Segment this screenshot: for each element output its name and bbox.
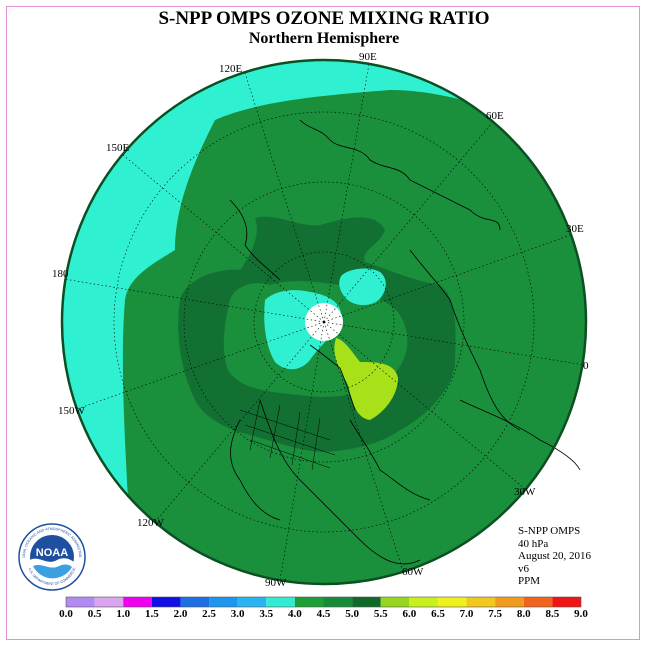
latitude-circles <box>113 111 535 533</box>
lon-label-90e: 90E <box>359 51 377 63</box>
lon-label-60e: 60E <box>486 110 504 122</box>
info-level: 40 hPa <box>518 537 549 550</box>
colorbar-swatch <box>409 597 438 607</box>
lon-label-30w: 30W <box>514 486 536 498</box>
colorbar-tick-label: 7.0 <box>459 608 474 620</box>
colorbar-swatch <box>466 597 496 607</box>
colorbar-swatch <box>180 597 210 607</box>
colorbar-tick-label: 4.0 <box>288 608 302 620</box>
colorbar-tick-label: 1.0 <box>116 608 131 620</box>
figure-frame <box>6 6 640 640</box>
colorbar-tick-label: 3.5 <box>259 608 274 620</box>
colorbar-tick-label: 8.5 <box>545 608 560 620</box>
meridians <box>63 63 585 581</box>
info-version: v6 <box>518 562 529 575</box>
colorbar-swatch <box>294 597 324 607</box>
lon-label-120w: 120W <box>137 517 164 529</box>
colorbar-tick-label: 2.5 <box>202 608 216 620</box>
colorbar-tick-label: 0.5 <box>87 608 102 620</box>
logo-text: NOAA <box>36 547 68 559</box>
colorbar-swatch <box>523 597 553 607</box>
map-subtitle: Northern Hemisphere <box>248 30 400 47</box>
map-title: S-NPP OMPS OZONE MIXING RATIO <box>158 8 490 29</box>
colorbar-tick-label: 6.5 <box>431 608 445 620</box>
lon-label-150e: 150E <box>106 142 130 154</box>
colorbar-tick-label: 2.0 <box>173 608 188 620</box>
colorbar-tick-label: 1.5 <box>144 608 159 620</box>
ozone-region-cyan-siberia <box>339 268 386 306</box>
colorbar-swatch <box>94 597 124 607</box>
colorbar-tick-label: 6.0 <box>402 608 417 620</box>
colorbar-swatch <box>151 597 181 607</box>
colorbar-tick-label: 4.5 <box>316 608 331 620</box>
hemisphere-boundary <box>60 58 588 586</box>
lon-label-60w: 60W <box>402 566 424 578</box>
colorbar-tick-label: 5.0 <box>345 608 359 620</box>
colorbar-border <box>65 596 582 608</box>
colorbar-swatch <box>323 597 353 607</box>
lon-label-30e: 30E <box>566 223 584 235</box>
colorbar-tick-label: 3.0 <box>230 608 245 620</box>
colorbar-swatch <box>552 597 581 607</box>
coastlines <box>229 119 581 565</box>
colorbar-swatch <box>352 597 381 607</box>
colorbar-swatch <box>209 597 238 607</box>
colorbar-swatch <box>237 597 267 607</box>
lon-label-180: 180 <box>52 268 69 280</box>
lon-label-90w: 90W <box>265 577 287 589</box>
colorbar-tick-label: 7.5 <box>488 608 503 620</box>
colorbar-swatch <box>266 597 295 607</box>
lon-label-0: 0 <box>583 360 589 372</box>
colorbar-swatch <box>66 597 95 607</box>
colorbar-swatch <box>380 597 410 607</box>
product-info: S-NPP OMPS 40 hPa August 20, 2016 v6 PPM <box>518 525 591 588</box>
info-date: August 20, 2016 <box>518 550 592 563</box>
colorbar-swatch <box>495 597 524 607</box>
us-state-lines <box>239 399 336 471</box>
ozone-region-yellow-green <box>334 338 398 420</box>
lon-label-150w: 150W <box>58 405 85 417</box>
colorbar-tick-label: 0.0 <box>59 608 73 620</box>
lon-label-120e: 120E <box>219 63 243 75</box>
info-instrument: S-NPP OMPS <box>518 525 581 537</box>
colorbar-tick-label: 8.0 <box>516 608 531 620</box>
colorbar-tick-label: 9.0 <box>574 608 588 620</box>
ozone-field <box>62 60 586 584</box>
colorbar-swatch <box>437 597 467 607</box>
info-units: PPM <box>518 575 541 588</box>
noaa-logo: NOAA NATIONAL OCEANIC AND ATMOSPHERIC AD… <box>17 522 86 591</box>
colorbar-swatch <box>123 597 152 607</box>
colorbar-tick-label: 5.5 <box>373 608 388 620</box>
